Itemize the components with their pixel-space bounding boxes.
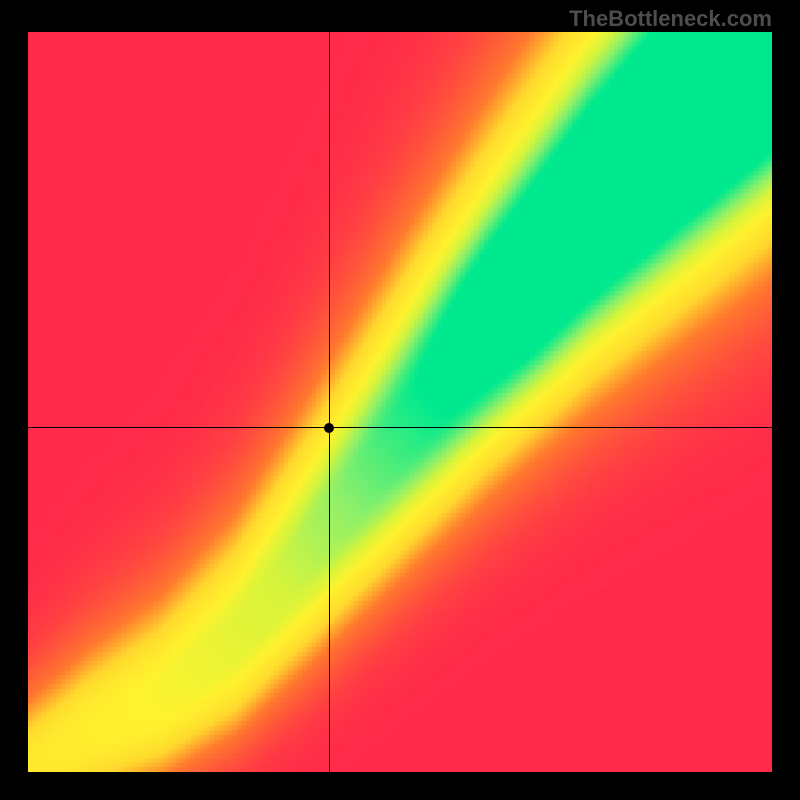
crosshair-horizontal <box>28 427 772 428</box>
heatmap-canvas <box>28 32 772 772</box>
crosshair-vertical <box>329 32 330 772</box>
watermark-text: TheBottleneck.com <box>569 6 772 32</box>
chart-container: TheBottleneck.com <box>0 0 800 800</box>
